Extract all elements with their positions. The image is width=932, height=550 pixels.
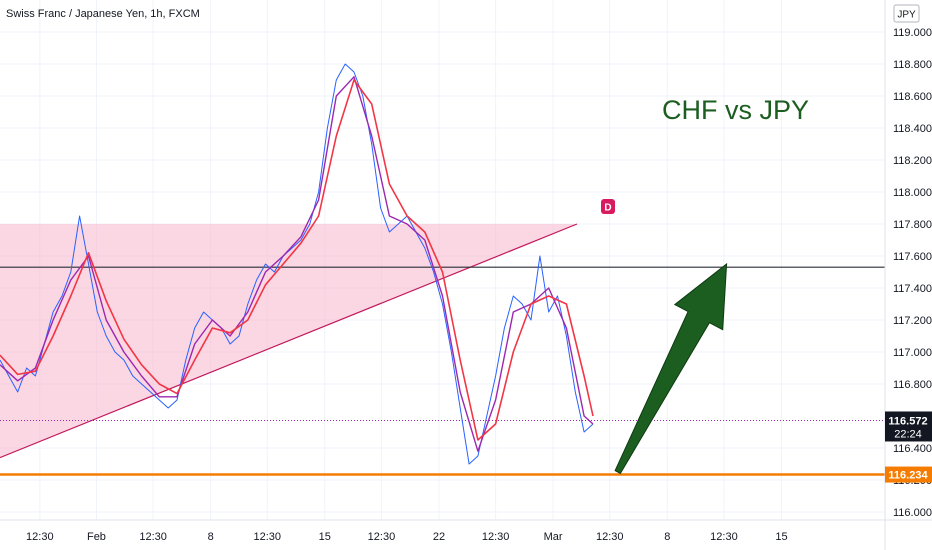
current-price-label: 116.572 22:24 <box>885 411 932 442</box>
time-tick-label: Feb <box>87 531 106 543</box>
time-tick-label: 12:30 <box>710 531 738 543</box>
current-price-value: 116.572 <box>888 415 927 427</box>
price-tick-label: 117.000 <box>893 347 932 359</box>
price-tick-label: 116.000 <box>893 507 932 519</box>
price-tick-label: 117.400 <box>893 283 932 295</box>
series-ma_slow <box>0 79 594 441</box>
event-marker[interactable]: D <box>601 199 615 214</box>
event-marker-box <box>601 199 615 214</box>
time-tick-label: 8 <box>208 531 214 543</box>
currency-badge-box <box>893 4 920 23</box>
series-layer <box>0 63 594 465</box>
chart-annotation[interactable]: CHF vs JPY <box>662 95 809 125</box>
price-tick-label: 118.800 <box>893 59 932 71</box>
time-tick-label: 12:30 <box>596 531 624 543</box>
time-tick-label: 12:30 <box>368 531 396 543</box>
series-ma_fast <box>0 76 594 452</box>
current-price-box <box>885 411 932 442</box>
price-tick-label: 116.800 <box>893 379 932 391</box>
event-marker-label: D <box>604 203 611 214</box>
bullish-arrow[interactable] <box>614 262 728 475</box>
price-tick-label: 117.600 <box>893 251 932 263</box>
price-tick-label: 117.200 <box>893 315 932 327</box>
current-price-countdown: 22:24 <box>894 428 922 440</box>
time-tick-label: 15 <box>775 531 787 543</box>
triangle-lower-trendline[interactable] <box>0 223 578 459</box>
price-tick-label: 119.000 <box>893 27 932 39</box>
time-axis[interactable]: 12:30 Feb 12:30 8 12:30 15 12:30 22 12:30 Mar 12:3… <box>26 531 788 543</box>
series-price <box>0 63 594 465</box>
price-tick-label: 117.800 <box>893 219 932 231</box>
price-tick-label: 118.400 <box>893 123 932 135</box>
support-price-label: 116.234 <box>885 466 932 483</box>
time-tick-label: 8 <box>664 531 670 543</box>
support-price-box <box>885 466 932 483</box>
price-tick-label: 118.200 <box>893 155 932 167</box>
price-tick-label: 116.400 <box>893 443 932 455</box>
currency-badge-label: JPY <box>897 10 916 21</box>
time-tick-label: 12:30 <box>254 531 282 543</box>
support-price-value: 116.234 <box>888 470 928 482</box>
price-tick-label: 118.600 <box>893 91 932 103</box>
time-tick-label: 22 <box>433 531 445 543</box>
time-tick-label: 15 <box>319 531 331 543</box>
price-tick-label: 118.000 <box>893 187 932 199</box>
price-axis[interactable]: 119.000 118.800 118.600 118.400 118.200 118.0… <box>893 27 932 519</box>
currency-badge[interactable]: JPY <box>893 4 920 23</box>
time-tick-label: Mar <box>544 531 563 543</box>
time-tick-label: 12:30 <box>26 531 54 543</box>
time-tick-label: 12:30 <box>482 531 510 543</box>
symbol-title[interactable]: Swiss Franc / Japanese Yen, 1h, FXCM <box>6 8 200 20</box>
time-tick-label: 12:30 <box>139 531 167 543</box>
